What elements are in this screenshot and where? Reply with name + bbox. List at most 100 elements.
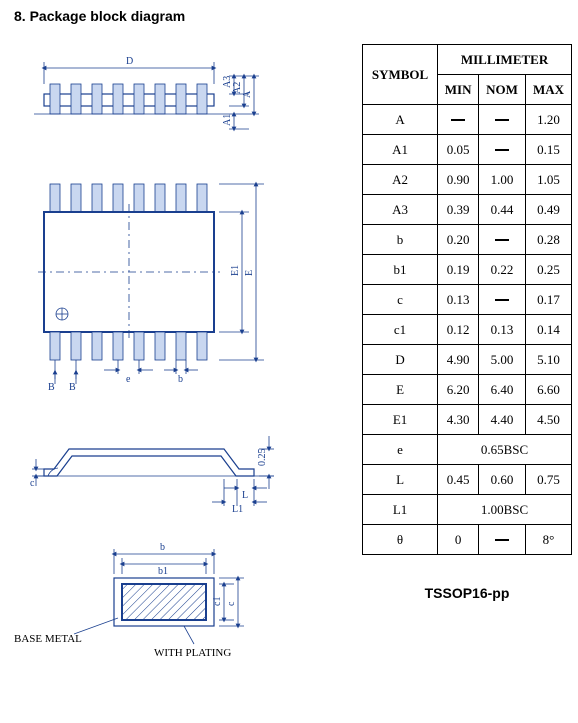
cell-symbol: L1 [363, 495, 438, 525]
cell-min: 0.90 [438, 165, 479, 195]
cell-span: 0.65BSC [438, 435, 572, 465]
cell-nom: 6.40 [479, 375, 526, 405]
dim-b-top: b [160, 542, 165, 553]
label-base-metal: BASE METAL [14, 633, 82, 645]
table-row: A20.901.001.05 [363, 165, 572, 195]
cell-min: 6.20 [438, 375, 479, 405]
table-row: A 1.20 [363, 105, 572, 135]
table-row: E6.206.406.60 [363, 375, 572, 405]
dim-b: b [178, 374, 183, 385]
section-heading: 8. Package block diagram [14, 8, 564, 24]
th-symbol: SYMBOL [363, 45, 438, 105]
th-nom: NOM [479, 75, 526, 105]
cell-span: 1.00BSC [438, 495, 572, 525]
dim-E1: E1 [230, 265, 241, 276]
dim-c1: c1 [212, 597, 223, 606]
cell-min: 0.19 [438, 255, 479, 285]
cell-max: 0.28 [525, 225, 571, 255]
dim-e: e [126, 374, 131, 385]
cell-max: 1.20 [525, 105, 571, 135]
dim-L1: L1 [232, 504, 243, 515]
cell-symbol: E1 [363, 405, 438, 435]
cell-max: 0.25 [525, 255, 571, 285]
table-row: A30.390.440.49 [363, 195, 572, 225]
table-row: b0.20 0.28 [363, 225, 572, 255]
cell-nom: 0.22 [479, 255, 526, 285]
dash-icon [495, 149, 509, 151]
cell-max: 0.49 [525, 195, 571, 225]
cell-symbol: A3 [363, 195, 438, 225]
th-millimeter: MILLIMETER [438, 45, 572, 75]
dim-A1: A1 [222, 114, 233, 126]
cell-symbol: e [363, 435, 438, 465]
package-diagram: D [14, 44, 344, 674]
table-row: D4.905.005.10 [363, 345, 572, 375]
cell-symbol: E [363, 375, 438, 405]
dash-icon [495, 119, 509, 121]
cell-max: 8° [525, 525, 571, 555]
th-max: MAX [525, 75, 571, 105]
cell-symbol: D [363, 345, 438, 375]
dimension-table: SYMBOL MILLIMETER MIN NOM MAX A1.20A10.0… [362, 44, 572, 555]
cell-nom: 4.40 [479, 405, 526, 435]
dash-icon [495, 539, 509, 541]
cell-nom: 0.13 [479, 315, 526, 345]
cell-nom [479, 135, 526, 165]
dim-E: E [244, 270, 255, 276]
cell-max: 0.14 [525, 315, 571, 345]
cell-min: 0.13 [438, 285, 479, 315]
cell-nom [479, 525, 526, 555]
cell-min: 0.12 [438, 315, 479, 345]
cell-symbol: A [363, 105, 438, 135]
dim-D: D [126, 56, 133, 67]
dim-c-right: c [226, 601, 237, 606]
package-label: TSSOP16-pp [362, 585, 572, 601]
cell-max: 0.75 [525, 465, 571, 495]
table-row: c0.13 0.17 [363, 285, 572, 315]
cell-min: 0.45 [438, 465, 479, 495]
cell-symbol: θ [363, 525, 438, 555]
cell-symbol: c [363, 285, 438, 315]
dim-c: c [30, 478, 35, 489]
dash-icon [451, 119, 465, 121]
cell-max: 1.05 [525, 165, 571, 195]
cell-max: 5.10 [525, 345, 571, 375]
cell-symbol: L [363, 465, 438, 495]
dash-icon [495, 299, 509, 301]
dim-B-left: B [48, 382, 55, 393]
cell-nom: 0.44 [479, 195, 526, 225]
cell-max: 0.17 [525, 285, 571, 315]
cell-min: 4.90 [438, 345, 479, 375]
dim-b1: b1 [158, 566, 168, 577]
cell-min: 0.20 [438, 225, 479, 255]
cell-min: 4.30 [438, 405, 479, 435]
table-row: A10.05 0.15 [363, 135, 572, 165]
cell-min: 0.39 [438, 195, 479, 225]
dim-B-right: B [69, 382, 76, 393]
cell-nom: 1.00 [479, 165, 526, 195]
th-min: MIN [438, 75, 479, 105]
cell-nom [479, 105, 526, 135]
cell-min [438, 105, 479, 135]
cell-nom [479, 225, 526, 255]
table-row: θ0 8° [363, 525, 572, 555]
table-row: L11.00BSC [363, 495, 572, 525]
cell-symbol: A1 [363, 135, 438, 165]
cell-min: 0 [438, 525, 479, 555]
cell-nom: 0.60 [479, 465, 526, 495]
table-row: e0.65BSC [363, 435, 572, 465]
cell-symbol: b1 [363, 255, 438, 285]
cell-max: 6.60 [525, 375, 571, 405]
label-with-plating: WITH PLATING [154, 647, 231, 659]
dim-025: 0.25 [257, 449, 268, 467]
dim-A: A [242, 90, 253, 98]
cell-max: 4.50 [525, 405, 571, 435]
cell-nom: 5.00 [479, 345, 526, 375]
cell-symbol: b [363, 225, 438, 255]
table-row: E14.304.404.50 [363, 405, 572, 435]
dash-icon [495, 239, 509, 241]
cell-min: 0.05 [438, 135, 479, 165]
cell-max: 0.15 [525, 135, 571, 165]
cell-symbol: c1 [363, 315, 438, 345]
dim-L: L [242, 490, 248, 501]
